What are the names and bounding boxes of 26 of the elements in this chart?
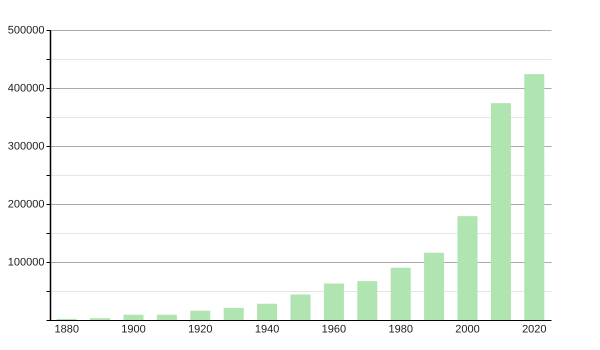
bar [424, 252, 444, 320]
y-tick-label: 200000 [8, 198, 44, 210]
y-tick-label: 300000 [8, 140, 44, 152]
x-tick-label: 2000 [455, 324, 480, 336]
x-tick-label: 2020 [522, 324, 547, 336]
bar [190, 310, 210, 320]
bar [257, 304, 278, 320]
bar [123, 314, 144, 320]
y-tick-label: 500000 [8, 24, 44, 36]
x-tick-label: 1960 [322, 324, 346, 336]
bar [524, 74, 544, 320]
bar [490, 103, 511, 320]
x-tick-label: 1920 [188, 324, 213, 336]
y-tick-label: 400000 [8, 82, 44, 94]
x-tick-label: 1880 [54, 324, 79, 336]
x-tick-label: 1940 [254, 324, 280, 336]
bar [457, 216, 478, 320]
bar [224, 308, 244, 320]
bar [290, 294, 311, 320]
y-tick-label: 100000 [8, 256, 44, 268]
bar [324, 283, 344, 320]
x-tick-label: 1900 [121, 324, 146, 336]
bar [156, 314, 177, 320]
x-tick-label: 1980 [388, 324, 413, 336]
bar [357, 281, 378, 320]
bar [390, 268, 411, 320]
